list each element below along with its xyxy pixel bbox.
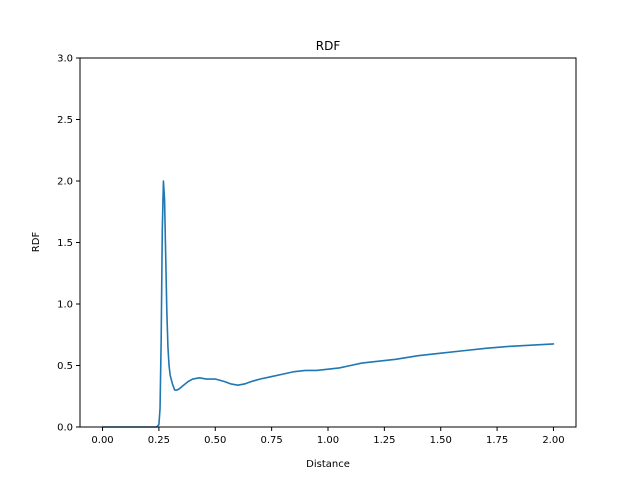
y-axis-label: RDF [31,232,42,253]
x-tick-label: 1.00 [317,435,339,446]
y-tick-label: 2.0 [57,177,73,188]
y-tick-label: 0.5 [57,361,73,372]
y-tick-label: 1.0 [57,300,73,311]
x-tick-label: 0.25 [148,435,170,446]
y-tick-label: 3.0 [57,54,73,65]
x-tick-label: 1.50 [430,435,452,446]
x-tick-label: 0.00 [91,435,113,446]
chart-title: RDF [316,39,341,53]
x-tick-label: 1.25 [373,435,395,446]
x-tick-label: 2.00 [542,435,564,446]
series-line-0 [101,180,555,428]
y-tick-label: 1.5 [57,238,73,249]
y-tick-label: 2.5 [57,115,73,126]
x-tick-label: 0.75 [261,435,283,446]
x-axis-label: Distance [306,459,350,470]
x-tick-label: 0.50 [204,435,226,446]
plot-area: 0.00 0.25 0.50 0.75 1.00 1.25 1.50 1.75 2.00 0.0 0… [57,54,577,446]
y-tick-label: 0.0 [57,423,73,434]
x-tick-label: 1.75 [486,435,508,446]
